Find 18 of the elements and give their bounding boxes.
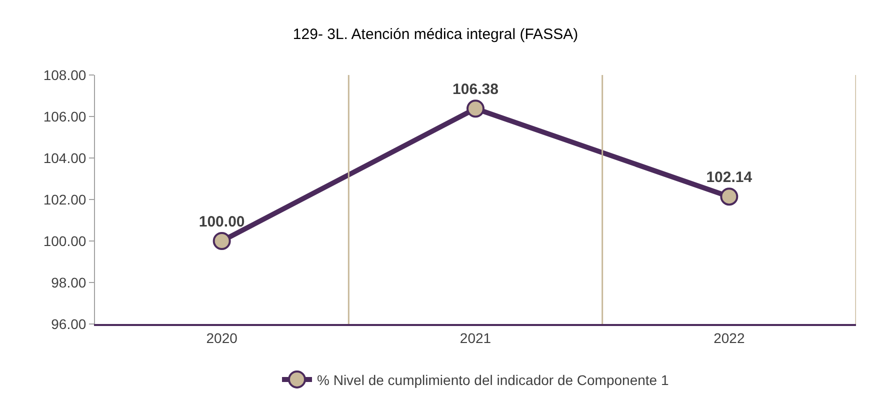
data-label: 102.14 (706, 168, 753, 186)
chart-title: 129- 3L. Atención médica integral (FASSA) (292, 26, 578, 44)
x-tick-label: 2020 (206, 330, 238, 346)
point (212, 232, 231, 250)
y-tick-label: 102.00 (43, 191, 86, 208)
y-tick-label: 104.00 (43, 150, 86, 166)
y-tick-label: 106.00 (43, 108, 86, 124)
y-tick-label: 100.00 (43, 232, 86, 249)
point (720, 188, 738, 206)
y-tick-label: 98.00 (51, 274, 86, 290)
y-tick-label: 108.00 (43, 66, 86, 83)
x-tick-label: 2021 (460, 330, 492, 346)
point (466, 100, 484, 118)
data-label: 100.00 (198, 213, 245, 230)
data-label: 106.38 (452, 80, 498, 98)
x-tick-label: 2022 (714, 330, 745, 346)
legend-label: % Nivel de cumplimiento del indicador de Componente 1 (317, 372, 669, 388)
y-tick-label: 96.00 (51, 316, 86, 332)
